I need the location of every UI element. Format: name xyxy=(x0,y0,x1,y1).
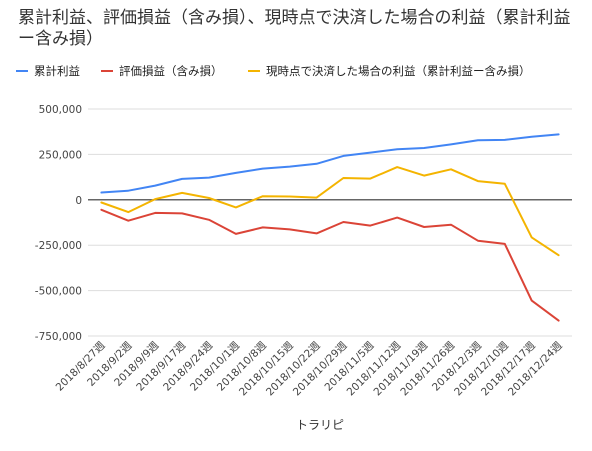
legend-label-settled-now: 現時点で決済した場合の利益（累計利益ー含み損） xyxy=(266,64,531,78)
cumulative-profit-line xyxy=(100,133,560,194)
y-tick-label: 250,000 xyxy=(39,149,82,161)
legend-swatch-unrealized xyxy=(101,69,113,73)
chart-title: 累計利益、評価損益（含み損）、現時点で決済した場合の利益（累計利益ー含み損） xyxy=(18,8,571,49)
legend-item-cumulative-profit[interactable]: 累計利益 xyxy=(16,63,80,79)
y-tick-label: -250,000 xyxy=(35,240,82,252)
legend-swatch-settled-now xyxy=(248,69,260,73)
legend-item-unrealized[interactable]: 評価損益（含み損） xyxy=(101,63,223,79)
legend-item-settled-now[interactable]: 現時点で決済した場合の利益（累計利益ー含み損） xyxy=(248,63,531,79)
y-tick-label: -500,000 xyxy=(35,286,82,298)
y-tick-label: -750,000 xyxy=(35,331,82,343)
unrealized-pl-line xyxy=(100,208,560,322)
y-tick-label: 0 xyxy=(75,195,82,207)
legend-label-unrealized: 評価損益（含み損） xyxy=(119,64,223,78)
legend-label-cumulative-profit: 累計利益 xyxy=(34,64,80,78)
legend-swatch-cumulative-profit xyxy=(16,69,28,73)
y-tick-label: 500,000 xyxy=(39,104,82,116)
x-axis-title: トラリピ xyxy=(296,418,344,432)
settled-now-profit-line xyxy=(100,166,560,257)
